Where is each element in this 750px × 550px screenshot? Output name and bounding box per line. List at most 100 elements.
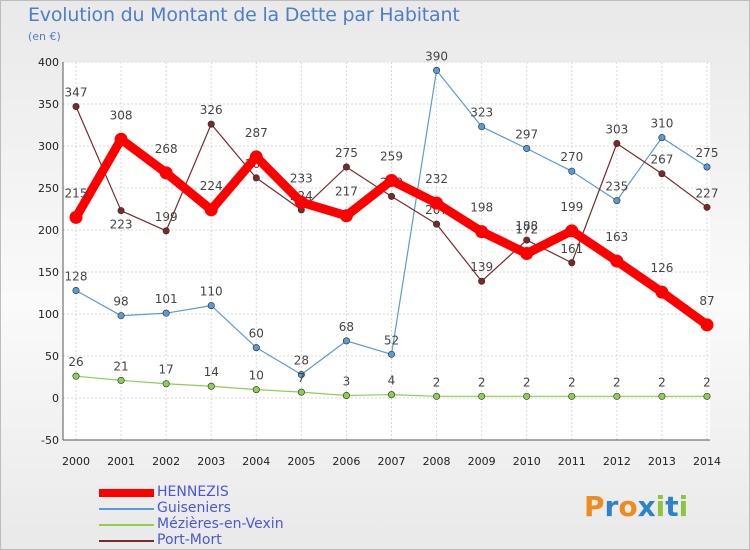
data-label: 4: [388, 374, 396, 388]
logo-letter: t: [665, 490, 679, 523]
data-label: 215: [65, 186, 88, 200]
x-tick-label: 2010: [513, 455, 541, 468]
legend-swatch: [99, 508, 154, 510]
data-label: 68: [339, 320, 354, 334]
data-point: [249, 150, 263, 164]
data-point: [613, 392, 621, 400]
data-point: [703, 203, 711, 211]
data-label: 235: [605, 180, 628, 194]
y-tick-label: 100: [38, 308, 59, 321]
data-point: [430, 196, 444, 210]
x-tick-label: 2004: [242, 455, 270, 468]
data-label: 101: [155, 292, 178, 306]
logo-letter: P: [584, 490, 605, 523]
x-tick-label: 2005: [287, 455, 315, 468]
data-point: [387, 192, 395, 200]
y-tick-label: 50: [45, 350, 59, 363]
data-point: [117, 376, 125, 384]
y-tick-label: 200: [38, 224, 59, 237]
data-label: 199: [155, 210, 178, 224]
data-point: [162, 380, 170, 388]
data-label: 188: [515, 219, 538, 233]
data-point: [433, 220, 441, 228]
data-point: [475, 225, 489, 239]
data-label: 26: [68, 355, 83, 369]
data-point: [478, 123, 486, 131]
legend-label: Mézières-en-Vexin: [157, 516, 284, 532]
data-point: [568, 259, 576, 267]
data-point: [114, 132, 128, 146]
logo-letter: r: [604, 490, 619, 523]
data-label: 217: [335, 185, 358, 199]
logo-letter: i: [655, 490, 666, 523]
data-point: [658, 170, 666, 178]
data-label: 139: [470, 260, 493, 274]
x-tick-label: 2009: [468, 455, 496, 468]
data-point: [523, 236, 531, 244]
x-tick-label: 2006: [332, 455, 360, 468]
data-label: 98: [113, 295, 128, 309]
data-point: [658, 392, 666, 400]
data-label: 326: [200, 103, 223, 117]
proxiti-logo: Proxiti: [584, 490, 688, 523]
data-label: 52: [384, 333, 399, 347]
data-point: [207, 382, 215, 390]
legend-label: Port-Mort: [157, 532, 222, 548]
data-label: 297: [515, 128, 538, 142]
data-label: 7: [298, 371, 306, 385]
data-label: 308: [110, 108, 133, 122]
data-point: [658, 134, 666, 142]
legend-label: HENNEZIS: [157, 484, 229, 500]
data-point: [703, 163, 711, 171]
unit-label: (en €): [28, 30, 61, 43]
data-label: 10: [249, 369, 264, 383]
data-label: 161: [560, 242, 583, 256]
data-point: [252, 344, 260, 352]
y-tick-label: 400: [38, 56, 59, 69]
data-label: 223: [110, 218, 133, 232]
data-point: [72, 372, 80, 380]
data-point: [387, 391, 395, 399]
data-point: [72, 103, 80, 111]
data-label: 347: [65, 86, 88, 100]
data-label: 199: [560, 200, 583, 214]
data-label: 259: [380, 149, 403, 163]
data-label: 310: [650, 117, 673, 131]
data-point: [520, 247, 534, 261]
data-label: 60: [249, 327, 264, 341]
data-label: 172: [515, 223, 538, 237]
y-tick-label: 300: [38, 140, 59, 153]
data-label: 198: [470, 201, 493, 215]
data-label: 2: [433, 375, 441, 389]
data-label: 390: [425, 49, 448, 63]
data-point: [159, 166, 173, 180]
data-point: [342, 163, 350, 171]
legend-label: Guiseniers: [157, 500, 231, 516]
y-tick-label: 150: [38, 266, 59, 279]
data-point: [252, 174, 260, 182]
data-label: 110: [200, 285, 223, 299]
data-point: [565, 224, 579, 238]
legend-swatch: [99, 489, 154, 497]
data-point: [117, 207, 125, 215]
data-label: 17: [159, 363, 174, 377]
data-label: 128: [65, 269, 88, 283]
logo-letter: i: [678, 490, 689, 523]
data-label: 3: [343, 374, 351, 388]
data-label: 2: [703, 375, 711, 389]
data-point: [117, 312, 125, 320]
data-label: 233: [290, 171, 313, 185]
data-point: [613, 139, 621, 147]
data-point: [72, 286, 80, 294]
data-label: 2: [658, 375, 666, 389]
legend-swatch: [99, 524, 154, 526]
x-tick-label: 2013: [648, 455, 676, 468]
data-point: [568, 167, 576, 175]
x-tick-label: 2001: [107, 455, 135, 468]
data-label: 2: [523, 375, 531, 389]
data-point: [69, 210, 83, 224]
x-tick-label: 2000: [62, 455, 90, 468]
data-point: [703, 392, 711, 400]
data-point: [297, 388, 305, 396]
